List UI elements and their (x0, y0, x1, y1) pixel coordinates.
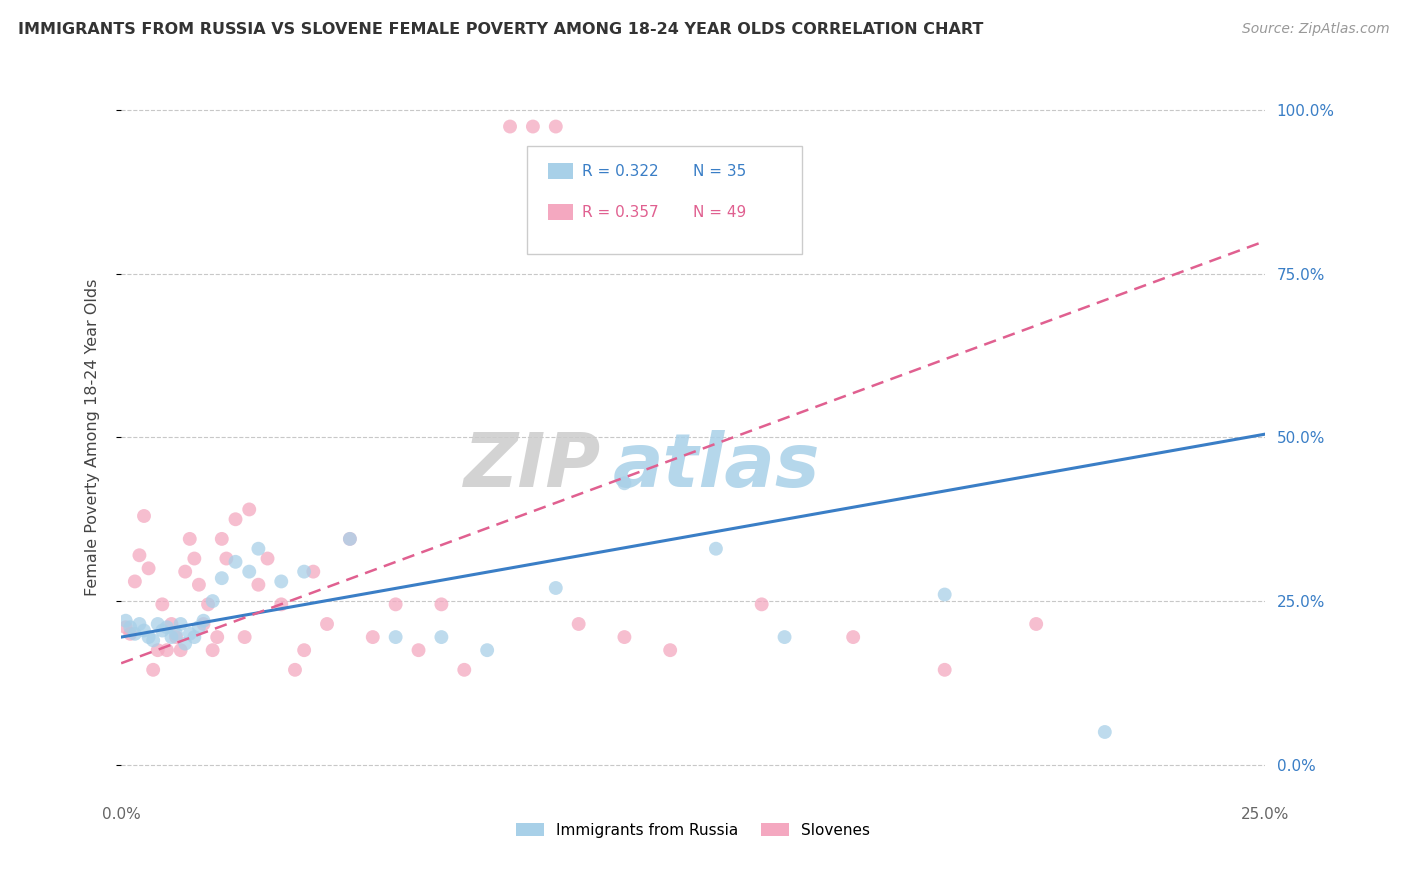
Point (165, 627, 187, 641)
Point (430, 598, 453, 612)
Point (156, 643, 179, 657)
Point (316, 617, 339, 632)
Point (238, 502, 260, 516)
Point (197, 598, 219, 612)
Point (174, 637, 197, 651)
Text: R = 0.322: R = 0.322 (582, 163, 659, 178)
Point (384, 630, 406, 644)
Point (169, 617, 191, 632)
FancyBboxPatch shape (548, 163, 572, 179)
Point (179, 532, 201, 546)
Y-axis label: Female Poverty Among 18-24 Year Olds: Female Poverty Among 18-24 Year Olds (86, 279, 100, 596)
Point (183, 551, 205, 566)
Point (114, 614, 136, 628)
Point (120, 627, 142, 641)
Point (247, 541, 270, 556)
Point (187, 578, 209, 592)
Point (156, 620, 179, 634)
Legend: Immigrants from Russia, Slovenes: Immigrants from Russia, Slovenes (510, 816, 876, 844)
Point (934, 663, 956, 677)
Point (659, 643, 682, 657)
Point (150, 624, 173, 638)
Point (613, 476, 636, 491)
Point (225, 512, 247, 526)
Point (142, 633, 165, 648)
Point (568, 617, 591, 632)
Point (132, 508, 155, 523)
Point (302, 565, 325, 579)
Point (544, 581, 567, 595)
Point (165, 630, 187, 644)
Point (169, 643, 191, 657)
Point (124, 627, 146, 641)
Point (292, 565, 315, 579)
Point (124, 574, 146, 589)
Point (522, 120, 544, 134)
Text: N = 49: N = 49 (693, 204, 747, 219)
Point (247, 578, 270, 592)
Point (205, 630, 228, 644)
Point (339, 532, 361, 546)
Point (773, 630, 796, 644)
Point (384, 598, 406, 612)
Point (430, 630, 453, 644)
Text: N = 35: N = 35 (693, 163, 747, 178)
Point (339, 532, 361, 546)
Point (704, 541, 727, 556)
Point (475, 643, 498, 657)
Point (284, 663, 307, 677)
Point (361, 630, 384, 644)
Point (1094, 725, 1116, 739)
Point (142, 663, 165, 677)
Point (215, 551, 238, 566)
FancyBboxPatch shape (548, 204, 572, 220)
Point (211, 571, 233, 585)
FancyBboxPatch shape (527, 145, 801, 254)
Point (270, 598, 292, 612)
Text: Source: ZipAtlas.com: Source: ZipAtlas.com (1241, 22, 1389, 37)
Point (201, 594, 224, 608)
Point (114, 620, 136, 634)
Point (1025, 617, 1047, 632)
Point (544, 120, 567, 134)
Point (201, 643, 224, 657)
Point (146, 617, 169, 632)
Point (499, 120, 522, 134)
Point (193, 614, 215, 628)
Point (128, 617, 150, 632)
Point (613, 630, 636, 644)
Text: ZIP: ZIP (464, 430, 602, 503)
Point (225, 555, 247, 569)
Point (160, 617, 183, 632)
Point (150, 598, 173, 612)
Point (187, 620, 209, 634)
Point (138, 630, 160, 644)
Point (270, 574, 292, 589)
Point (128, 548, 150, 562)
Point (179, 627, 201, 641)
Point (842, 630, 865, 644)
Point (292, 643, 315, 657)
Point (408, 643, 430, 657)
Point (256, 551, 278, 566)
Point (934, 588, 956, 602)
Point (160, 630, 183, 644)
Point (132, 624, 155, 638)
Text: R = 0.357: R = 0.357 (582, 204, 659, 219)
Point (211, 532, 233, 546)
Point (183, 630, 205, 644)
Point (146, 643, 169, 657)
Text: atlas: atlas (613, 430, 821, 503)
Point (174, 565, 197, 579)
Text: IMMIGRANTS FROM RUSSIA VS SLOVENE FEMALE POVERTY AMONG 18-24 YEAR OLDS CORRELATI: IMMIGRANTS FROM RUSSIA VS SLOVENE FEMALE… (18, 22, 984, 37)
Point (751, 598, 773, 612)
Point (120, 620, 142, 634)
Point (193, 617, 215, 632)
Point (453, 663, 475, 677)
Point (233, 630, 256, 644)
Point (238, 565, 260, 579)
Point (138, 561, 160, 575)
